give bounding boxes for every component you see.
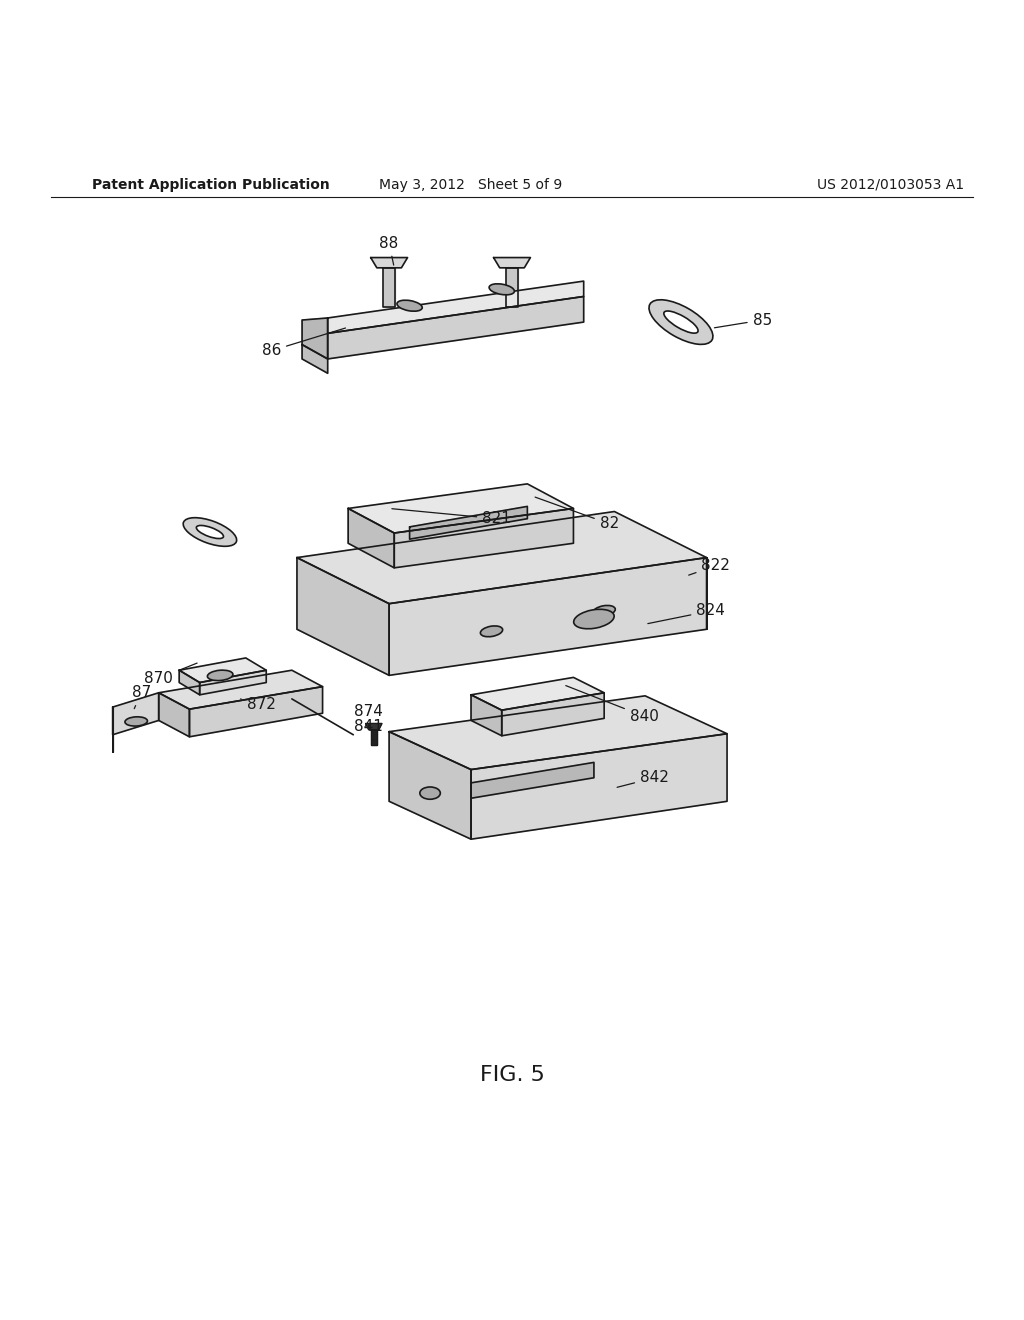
Text: 872: 872: [241, 697, 275, 711]
Polygon shape: [328, 297, 584, 359]
Polygon shape: [389, 731, 471, 840]
Ellipse shape: [208, 671, 232, 681]
Polygon shape: [159, 671, 323, 709]
Ellipse shape: [397, 300, 422, 312]
Text: 824: 824: [648, 603, 725, 623]
Ellipse shape: [197, 525, 223, 539]
Polygon shape: [410, 507, 527, 539]
Polygon shape: [494, 257, 530, 268]
Text: Patent Application Publication: Patent Application Publication: [92, 178, 330, 191]
Ellipse shape: [649, 300, 713, 345]
Text: 85: 85: [715, 313, 772, 327]
Ellipse shape: [420, 787, 440, 800]
Text: 87: 87: [132, 685, 151, 709]
Polygon shape: [348, 508, 394, 568]
Polygon shape: [328, 281, 584, 334]
Ellipse shape: [489, 284, 514, 294]
Polygon shape: [471, 694, 502, 735]
Ellipse shape: [125, 717, 147, 726]
Polygon shape: [383, 268, 395, 306]
Polygon shape: [371, 730, 377, 744]
Polygon shape: [371, 257, 408, 268]
Text: 86: 86: [262, 327, 345, 358]
Polygon shape: [179, 657, 266, 682]
Polygon shape: [297, 512, 707, 603]
Polygon shape: [389, 557, 707, 676]
Ellipse shape: [593, 606, 615, 616]
Polygon shape: [113, 693, 159, 735]
Polygon shape: [471, 763, 594, 799]
Polygon shape: [179, 671, 200, 694]
Polygon shape: [348, 484, 573, 533]
Polygon shape: [297, 557, 389, 676]
Ellipse shape: [480, 626, 503, 636]
Polygon shape: [302, 318, 328, 359]
Ellipse shape: [664, 312, 698, 333]
Polygon shape: [189, 686, 323, 737]
Polygon shape: [302, 345, 328, 374]
Ellipse shape: [183, 517, 237, 546]
Polygon shape: [471, 677, 604, 710]
Text: 870: 870: [144, 663, 197, 686]
Text: 88: 88: [380, 236, 398, 265]
Text: 840: 840: [566, 685, 658, 723]
Text: 841: 841: [354, 719, 383, 741]
Ellipse shape: [573, 610, 614, 628]
Polygon shape: [471, 734, 727, 840]
Polygon shape: [506, 268, 518, 306]
Polygon shape: [389, 696, 727, 770]
Polygon shape: [394, 508, 573, 568]
Polygon shape: [366, 723, 382, 730]
Polygon shape: [502, 693, 604, 735]
Text: FIG. 5: FIG. 5: [479, 1065, 545, 1085]
Text: 82: 82: [536, 498, 618, 532]
Text: May 3, 2012   Sheet 5 of 9: May 3, 2012 Sheet 5 of 9: [380, 178, 562, 191]
Text: 821: 821: [392, 508, 511, 527]
Text: 822: 822: [689, 558, 730, 576]
Polygon shape: [159, 693, 189, 737]
Text: 874: 874: [354, 704, 383, 727]
Polygon shape: [200, 671, 266, 694]
Text: US 2012/0103053 A1: US 2012/0103053 A1: [817, 178, 965, 191]
Text: 842: 842: [617, 771, 669, 787]
